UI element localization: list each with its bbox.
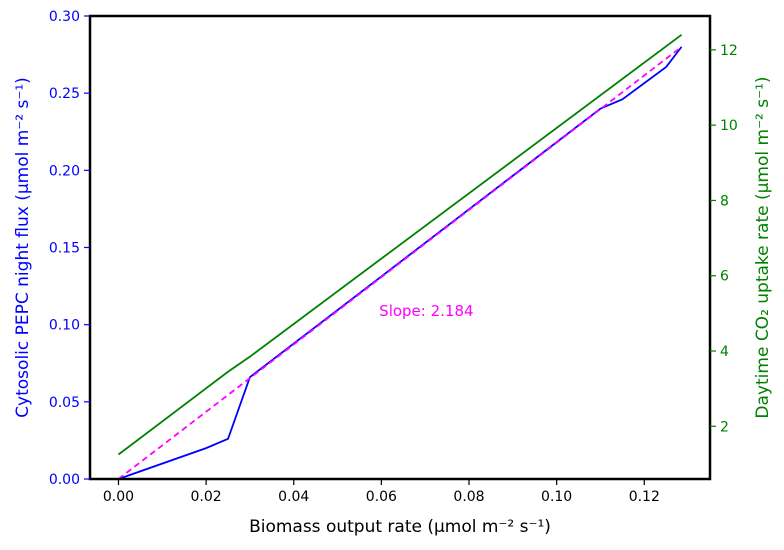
x-tick-label: 0.10 [541,489,572,505]
series-line-1 [117,46,683,480]
left-y-tick-label: 0.05 [49,395,80,411]
right-y-axis-label: Daytime CO₂ uptake rate (µmol m⁻² s⁻¹) [753,76,773,418]
left-y-tick-label: 0.20 [49,163,80,179]
x-axis-label: Biomass output rate (µmol m⁻² s⁻¹) [249,517,551,537]
left-y-axis-ticks: 0.00 0.05 0.10 0.15 0.20 0.25 0.30 [49,9,90,488]
right-y-tick-label: 12 [720,43,738,59]
x-tick-label: 0.06 [366,489,397,505]
left-y-tick-label: 0.15 [49,241,80,257]
x-tick-label: 0.12 [629,489,660,505]
series-line-2 [117,34,683,456]
right-y-tick-label: 6 [720,269,729,285]
x-axis-ticks: 0.00 0.02 0.04 0.06 0.08 0.10 0.12 [103,479,660,505]
x-tick-label: 0.08 [453,489,484,505]
right-y-tick-label: 2 [720,419,729,435]
series-line-0 [118,46,683,480]
x-tick-label: 0.02 [191,489,222,505]
left-y-tick-label: 0.00 [49,472,80,488]
series-layer [117,34,683,480]
right-y-tick-label: 8 [720,193,729,209]
right-y-axis-ticks: 2 4 6 8 10 12 [710,43,738,435]
right-y-tick-label: 10 [720,118,738,134]
plot-frame [88,14,712,481]
right-y-tick-label: 4 [720,344,729,360]
left-y-axis-label: Cytosolic PEPC night flux (µmol m⁻² s⁻¹) [13,77,33,418]
x-tick-label: 0.00 [103,489,134,505]
x-tick-label: 0.04 [278,489,309,505]
left-y-tick-label: 0.25 [49,86,80,102]
left-y-tick-label: 0.30 [49,9,80,25]
left-y-tick-label: 0.10 [49,318,80,334]
slope-annotation: Slope: 2.184 [379,302,473,320]
